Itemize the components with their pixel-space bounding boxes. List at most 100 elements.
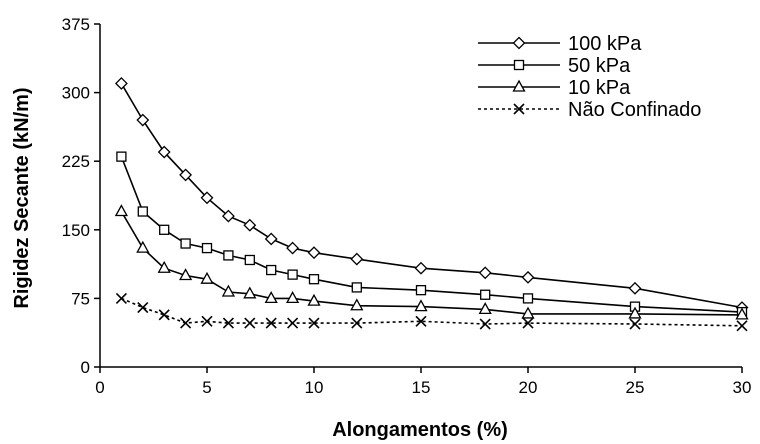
square-marker — [522, 293, 534, 304]
diamond-marker — [200, 191, 214, 205]
triangle-marker — [735, 307, 749, 320]
triangle-marker — [114, 204, 128, 217]
x-axis-title: Alongamentos (%) — [332, 419, 508, 441]
diamond-marker — [414, 261, 428, 275]
triangle-marker — [350, 298, 364, 311]
triangle-marker — [243, 286, 257, 299]
x-tick-label: 15 — [412, 378, 431, 397]
diamond-marker — [307, 246, 321, 260]
square-marker — [223, 250, 234, 261]
diamond-marker — [512, 36, 526, 50]
x-tick-label: 30 — [733, 378, 752, 397]
x-marker — [308, 317, 320, 329]
diamond-marker — [179, 168, 193, 182]
x-marker — [180, 317, 192, 329]
y-tick-label: 0 — [81, 358, 90, 377]
legend-item: 50 kPa — [478, 55, 631, 77]
x-tick-label: 0 — [95, 378, 104, 397]
square-marker — [137, 206, 148, 217]
square-marker — [480, 289, 491, 300]
square-marker — [266, 264, 277, 276]
x-marker — [479, 318, 491, 330]
series-layer — [114, 77, 749, 332]
triangle-marker — [136, 240, 150, 253]
triangle-marker — [521, 306, 535, 319]
x-marker — [629, 318, 641, 330]
square-marker — [351, 282, 362, 293]
y-tick-label: 225 — [62, 152, 90, 171]
diamond-marker — [350, 252, 364, 266]
x-marker — [351, 317, 363, 329]
square-marker — [513, 59, 525, 71]
x-marker — [222, 317, 234, 329]
x-marker — [736, 320, 748, 332]
series-line — [120, 83, 743, 309]
x-tick-label: 25 — [626, 378, 645, 397]
x-marker — [115, 292, 127, 304]
x-marker — [287, 317, 299, 329]
legend-label: 10 kPa — [568, 77, 631, 99]
series-triangle — [114, 204, 749, 320]
triangle-marker — [307, 293, 321, 306]
x-tick-label: 10 — [305, 378, 324, 397]
triangle-marker — [200, 271, 214, 284]
x-marker — [513, 103, 525, 115]
y-tick-label: 75 — [71, 289, 90, 308]
y-tick-label: 375 — [62, 15, 90, 34]
x-tick-label: 20 — [519, 378, 538, 397]
legend-label: 100 kPa — [568, 33, 642, 55]
legend-label: 50 kPa — [568, 55, 631, 77]
x-marker — [158, 309, 170, 321]
series-line — [121, 297, 743, 327]
y-axis-title: Rigidez Secante (kN/m) — [11, 87, 33, 308]
x-marker — [201, 315, 213, 327]
y-tick-label: 150 — [62, 221, 90, 240]
legend-label: Não Confinado — [568, 99, 701, 121]
triangle-marker — [414, 299, 428, 312]
diamond-marker — [157, 145, 171, 159]
x-tick-label: 5 — [202, 378, 211, 397]
series-line — [120, 211, 743, 316]
y-tick-label: 300 — [62, 84, 90, 103]
triangle-marker — [512, 79, 526, 92]
triangle-marker — [264, 291, 278, 304]
diamond-marker — [286, 241, 300, 255]
legend-item: 10 kPa — [478, 77, 631, 99]
diamond-marker — [136, 113, 150, 127]
series-x — [115, 292, 748, 332]
x-marker — [244, 317, 256, 329]
diamond-marker — [243, 218, 257, 232]
square-marker — [201, 242, 213, 254]
square-marker — [415, 285, 427, 296]
series-diamond — [114, 77, 749, 314]
triangle-marker — [157, 260, 171, 273]
triangle-marker — [179, 268, 193, 281]
x-marker — [137, 301, 149, 314]
square-marker — [287, 269, 298, 280]
diamond-marker — [221, 209, 235, 223]
x-marker — [415, 315, 427, 327]
diamond-marker — [628, 281, 642, 295]
diamond-marker — [264, 232, 278, 246]
triangle-marker — [628, 306, 642, 319]
x-marker — [265, 317, 277, 329]
square-marker — [116, 151, 127, 162]
square-marker — [180, 238, 191, 249]
series-line — [120, 156, 743, 313]
legend-item: Não Confinado — [478, 99, 701, 121]
triangle-marker — [286, 291, 300, 304]
diamond-marker — [521, 270, 535, 284]
triangle-marker — [221, 284, 235, 297]
diamond-marker — [114, 77, 128, 90]
square-marker — [159, 224, 170, 235]
legend-item: 100 kPa — [478, 33, 642, 55]
square-marker — [308, 274, 320, 285]
diamond-marker — [478, 266, 492, 280]
x-marker — [522, 317, 534, 329]
series-square — [116, 151, 748, 318]
triangle-marker — [478, 302, 492, 315]
square-marker — [244, 254, 255, 266]
